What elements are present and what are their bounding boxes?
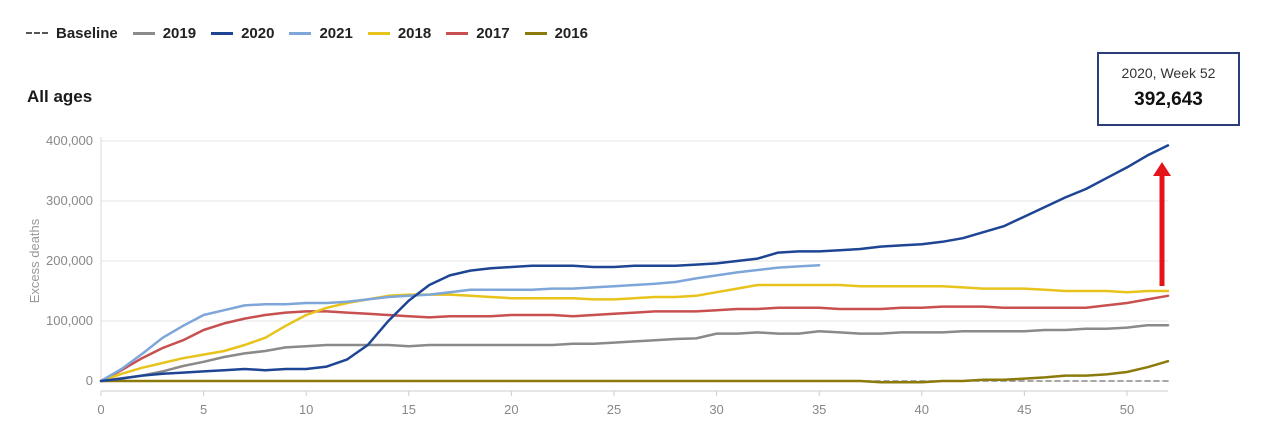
legend-swatch (446, 31, 469, 35)
series-line-2016 (99, 359, 1170, 384)
axes: 0 100,000 200,000 300,000 400,000 0 5 10 15 20 25 3… (27, 133, 1168, 417)
legend-item-2021[interactable]: 2021 (289, 24, 353, 42)
x-tick-label: 35 (812, 402, 826, 417)
y-tick-label: 300,000 (46, 193, 93, 208)
series-line-2021 (99, 263, 821, 383)
x-tick-label: 0 (97, 402, 104, 417)
legend-label: 2019 (162, 24, 197, 42)
legend-swatch (211, 31, 234, 35)
chart-legend: Baseline 2019 2020 2021 2018 2017 2016 (26, 22, 603, 44)
tooltip-heading: 2020, Week 52 (1121, 65, 1216, 81)
data-tooltip: 2020, Week 52 392,643 (1097, 52, 1240, 126)
legend-label: 2020 (241, 24, 275, 42)
legend-label: Baseline (56, 24, 118, 42)
series-line-2019 (99, 323, 1170, 383)
x-tick-label: 20 (504, 402, 518, 417)
legend-item-2017[interactable]: 2017 (446, 24, 510, 42)
annotation-arrow (1153, 162, 1171, 286)
x-tick-label: 25 (607, 402, 621, 417)
legend-label: 2021 (319, 24, 353, 42)
legend-swatch (132, 31, 155, 35)
x-tick-label: 45 (1017, 402, 1031, 417)
legend-label: 2018 (397, 24, 432, 42)
annotation-arrow-head (1153, 162, 1171, 176)
legend-swatch (289, 31, 312, 35)
y-tick-label: 100,000 (46, 313, 93, 328)
y-tick-label: 400,000 (46, 133, 93, 148)
y-axis-title: Excess deaths (27, 218, 42, 303)
legend-item-2018[interactable]: 2018 (367, 24, 432, 42)
legend-label: 2016 (554, 24, 588, 42)
legend-item-2019[interactable]: 2019 (132, 24, 197, 42)
legend-item-baseline[interactable]: Baseline (26, 25, 118, 42)
series-lines (99, 144, 1170, 384)
series-line-2018 (99, 283, 1170, 383)
legend-swatch (26, 32, 48, 34)
x-tick-label: 10 (299, 402, 313, 417)
legend-swatch (524, 31, 547, 35)
x-tick-label: 50 (1120, 402, 1134, 417)
legend-swatch (367, 31, 390, 35)
series-line-2020 (99, 144, 1170, 383)
x-tick-label: 30 (709, 402, 723, 417)
legend-item-2016[interactable]: 2016 (524, 24, 588, 42)
x-tick-label: 15 (402, 402, 416, 417)
y-tick-label: 0 (86, 373, 93, 388)
legend-label: 2017 (476, 24, 510, 42)
legend-item-2020[interactable]: 2020 (211, 25, 274, 42)
chart-subtitle: All ages (27, 87, 93, 106)
annotation-arrow-shaft (1159, 174, 1165, 286)
tooltip-value: 392,643 (1134, 89, 1203, 110)
gridlines (101, 140, 1168, 382)
series-line-2017 (99, 294, 1170, 383)
y-tick-label: 200,000 (46, 253, 93, 268)
x-tick-label: 40 (915, 402, 929, 417)
x-tick-label: 5 (200, 402, 207, 417)
